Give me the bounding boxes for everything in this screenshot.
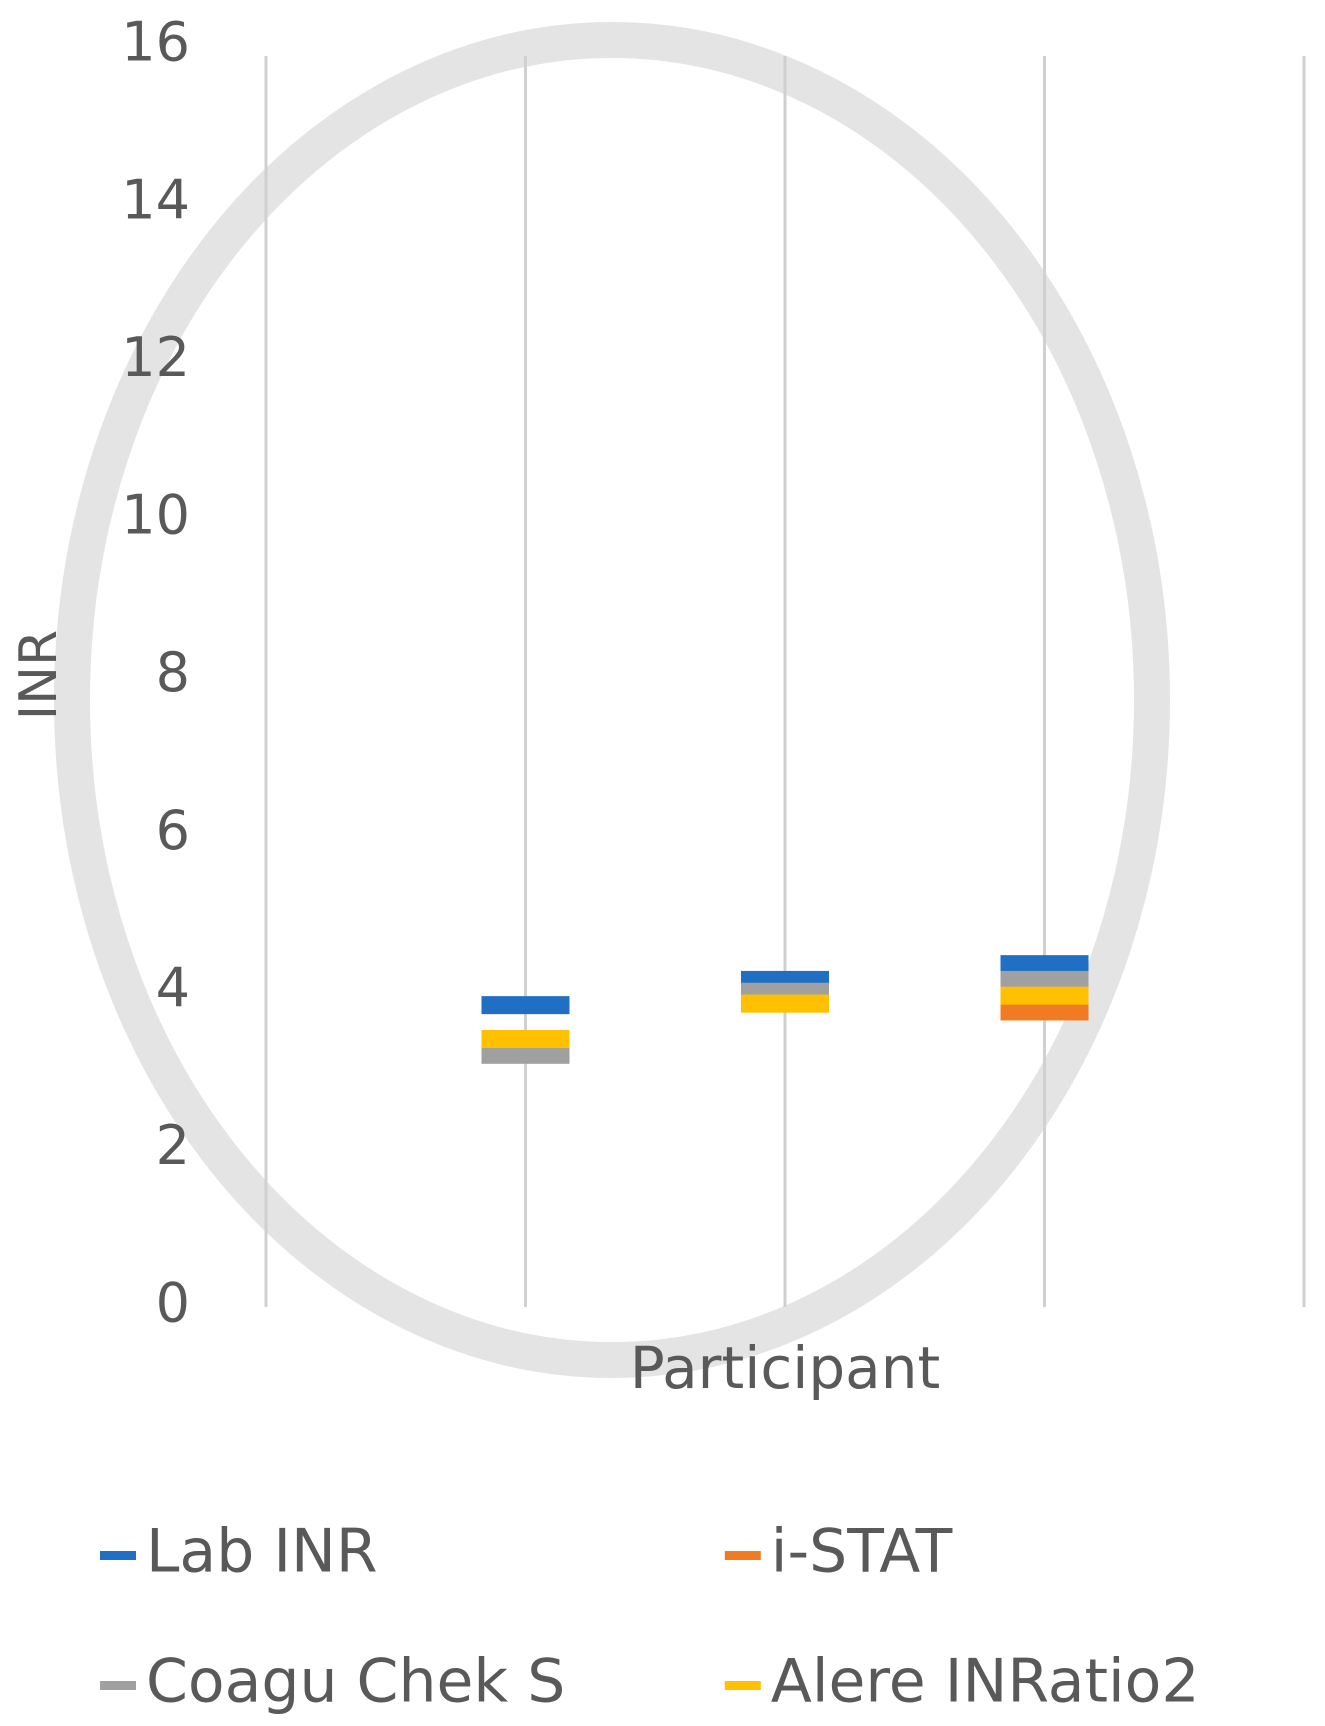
legend-label: Coagu Chek S: [146, 1647, 565, 1717]
watermark: [72, 40, 1152, 1360]
marker: [741, 995, 829, 1013]
marker: [482, 996, 570, 1014]
y-tick-label: 2: [156, 1114, 190, 1177]
marker: [482, 1046, 570, 1064]
y-tick-label: 8: [156, 641, 190, 704]
y-tick-label: 14: [121, 168, 190, 231]
chart: INR Participant 0 2 4 6 8 10 12 14 16 Lab INR i-ST…: [0, 0, 1325, 1726]
marker: [1001, 955, 1089, 973]
y-tick-label: 10: [121, 484, 190, 547]
marker: [1001, 1002, 1089, 1020]
y-axis-title: INR: [9, 630, 69, 720]
y-tick-label: 12: [121, 326, 190, 389]
legend-swatch: [725, 1681, 761, 1690]
y-tick-label: 4: [156, 956, 190, 1019]
legend-label: i-STAT: [771, 1517, 953, 1587]
legend-swatch: [100, 1681, 136, 1690]
marker: [1001, 971, 1089, 989]
marker: [1001, 987, 1089, 1005]
y-tick-label: 16: [121, 11, 190, 74]
y-tick-label: 6: [156, 799, 190, 862]
x-axis-title: Participant: [630, 1334, 940, 1402]
marker: [482, 1030, 570, 1048]
legend-swatch: [725, 1551, 761, 1560]
legend-label: Lab INR: [146, 1517, 378, 1587]
y-tick-label: 0: [156, 1272, 190, 1335]
legend-swatch: [100, 1551, 136, 1560]
legend-label: Alere INRatio2: [771, 1647, 1200, 1717]
